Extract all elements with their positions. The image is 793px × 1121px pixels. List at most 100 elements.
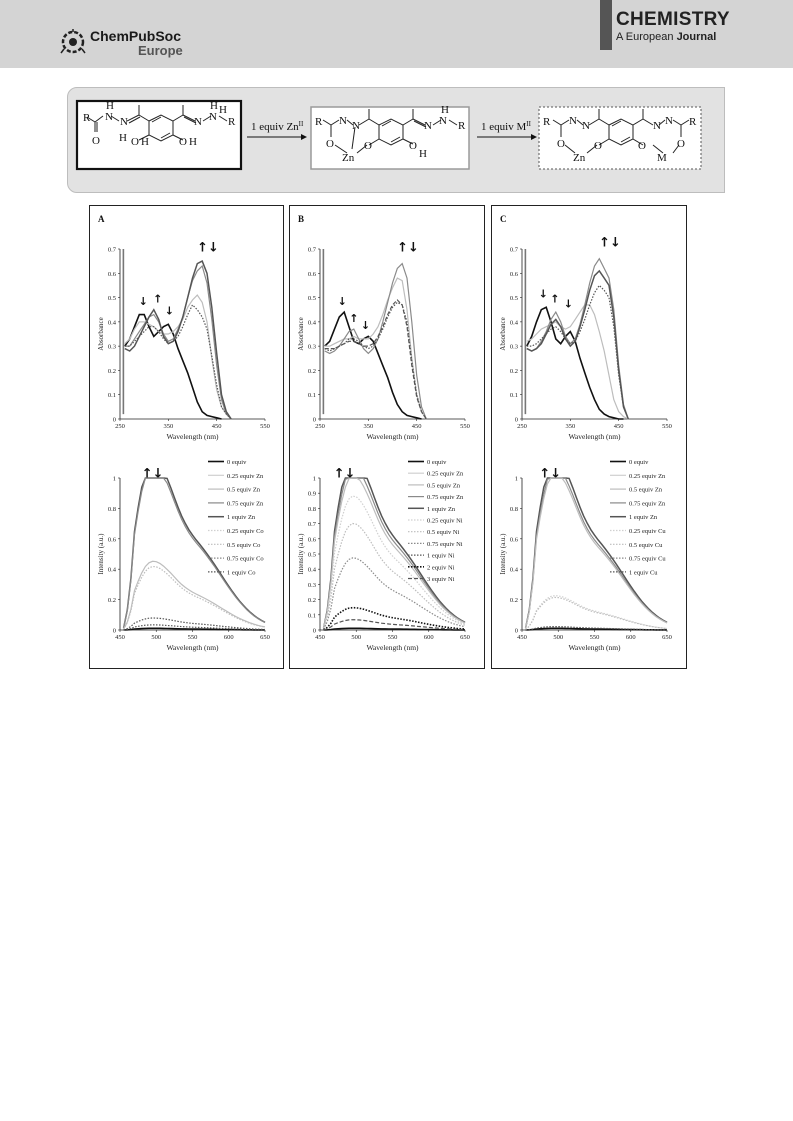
panel-c-emission-y-tick-label: 0.2: [510, 597, 518, 604]
panel-a-emission-x-tick-label: 600: [224, 634, 234, 641]
panel-b-emission-y-tick-label: 0.3: [308, 582, 316, 589]
panel-c-legend: 0 equiv 0.25 equiv Zn 0.5 equiv Zn 0.75 equ…: [610, 459, 666, 576]
panel-c-absorbance-x-tick-label: 550: [662, 423, 672, 430]
panel-c-emission-y-tick-label: 0.4: [510, 567, 519, 574]
panel-b-emission-y-tick-label: 0.5: [308, 552, 316, 559]
publisher-region: Europe: [138, 43, 183, 58]
svg-text:H: H: [189, 136, 197, 148]
panel-c-emission-plot: 0 0.2 0.4 0.6 0.8 1 450 500 550 600 650 Wavelength …: [499, 466, 672, 652]
bimetallic-complex-structure: [552, 109, 690, 154]
svg-text:H: H: [441, 104, 449, 116]
svg-text:N: N: [582, 120, 590, 132]
svg-text:N: N: [120, 116, 128, 128]
panel-b-absorbance-plot: 0 0.1 0.2 0.3 0.4 0.5 0.6 0.7 250 350 450 550 Wavele…: [297, 240, 470, 441]
panel-c-label: C: [500, 214, 507, 224]
panel-a-emission-y-tick-label: 0.6: [108, 536, 117, 543]
panel-c-absorbance-x-tick-label: 350: [565, 423, 575, 430]
panel-a-emission-series-line: [123, 560, 266, 630]
panel-b-emission-series-line: [323, 619, 466, 631]
panel-a-label: A: [98, 214, 105, 224]
panel-b-arrow-annotation: ↓: [361, 319, 370, 332]
panel-a-absorbance-x-axis-label: Wavelength (nm): [166, 432, 219, 441]
panel-a-emission-series-line: [123, 627, 265, 631]
panel-b-legend-entry: 1 equiv Zn: [427, 506, 456, 513]
svg-text:N: N: [424, 120, 432, 132]
panel-b-emission-x-axis-label: Wavelength (nm): [366, 643, 419, 652]
panel-b-absorbance-y-tick-label: 0.7: [308, 247, 317, 254]
panel-c-legend-entry: 0.75 equiv Zn: [629, 500, 666, 507]
chart-panel-b-svg: B 0 0.1 0.2 0.3 0.4 0.5 0.6 0.7 250 350 450 550 Wavel…: [297, 214, 470, 652]
panel-b-absorbance-series-line: [324, 262, 427, 420]
panel-a-emission-x-tick-label: 550: [188, 634, 198, 641]
panel-b-legend: 0 equiv 0.25 equiv Zn 0.5 equiv Zn 0.75 equ…: [408, 459, 464, 583]
bimetallic-complex-atoms: R O N N Zn O O N N M O R: [543, 115, 697, 164]
panel-c-arrow-annotation: ↑↓: [599, 236, 621, 251]
panel-a-absorbance-x-tick-label: 450: [212, 423, 222, 430]
panel-b-emission-y-tick-label: 0.1: [308, 612, 316, 619]
panel-a-absorbance-plot: 0 0.1 0.2 0.3 0.4 0.5 0.6 0.7 250 350 450 550 Wavele…: [97, 240, 270, 441]
panel-a-legend-entry: 0.25 equiv Co: [227, 528, 264, 535]
svg-text:H: H: [119, 132, 127, 144]
svg-text:O: O: [594, 140, 602, 152]
svg-text:N: N: [569, 115, 577, 127]
header-band: [0, 0, 793, 68]
panel-a-absorbance-y-tick-label: 0.2: [108, 368, 116, 375]
panel-b-absorbance-y-tick-label: 0.1: [308, 392, 316, 399]
svg-text:N: N: [105, 111, 113, 123]
arrow-2-label: 1 equiv MII: [481, 120, 532, 133]
panel-a-absorbance-y-tick-label: 0.6: [108, 271, 117, 278]
panel-b-emission-series-line: [323, 477, 466, 629]
panel-b-emission-y-tick-label: 1: [313, 476, 316, 483]
panel-c-absorbance-y-tick-label: 0.7: [510, 247, 519, 254]
chart-panel-c: C 0 0.1 0.2 0.3 0.4 0.5 0.6 0.7 250 350 450 550 Wavel…: [491, 205, 687, 669]
panel-b-legend-entry: 3 equiv Ni: [427, 576, 455, 583]
panel-b-emission-y-tick-label: 0.6: [308, 536, 317, 543]
svg-text:R: R: [543, 116, 551, 128]
panel-c-emission-x-tick-label: 450: [517, 634, 527, 641]
panel-c-absorbance-x-tick-label: 250: [517, 423, 527, 430]
panel-c-legend-entry: 0 equiv: [629, 459, 649, 466]
chart-panel-a-svg: A 0 0.1 0.2 0.3 0.4 0.5 0.6 0.7 250 350 450 550 Wavel…: [97, 214, 270, 652]
svg-text:N: N: [194, 116, 202, 128]
panel-a-absorbance-x-tick-label: 250: [115, 423, 125, 430]
panel-c-emission-series-line: [525, 595, 668, 631]
zinc-complex-structure: [322, 109, 458, 154]
panel-a-emission-plot: 0 0.2 0.4 0.6 0.8 1 450 500 550 600 650 Wavelength …: [97, 466, 270, 652]
panel-a-emission-x-tick-label: 650: [260, 634, 270, 641]
panel-a-absorbance-series-line: [124, 264, 232, 420]
panel-c-absorbance-y-tick-label: 0.4: [510, 319, 519, 326]
panel-b-emission-y-tick-label: 0.8: [308, 506, 316, 513]
chempubsoc-star-icon: [60, 29, 86, 54]
panel-b-absorbance-y-tick-label: 0.5: [308, 295, 316, 302]
panel-c-absorbance-y-tick-label: 0.3: [510, 344, 518, 351]
panel-c-legend-entry: 1 equiv Cu: [629, 569, 658, 576]
panel-b-legend-entry: 0 equiv: [427, 459, 447, 466]
panel-b-absorbance-series-line: [324, 301, 427, 420]
panel-a-legend-entry: 0.5 equiv Zn: [227, 487, 261, 494]
panel-a-absorbance-y-axis-label: Absorbance: [97, 317, 105, 350]
panel-a-emission-y-tick-label: 0.4: [108, 567, 117, 574]
journal-title: CHEMISTRY: [616, 9, 730, 30]
panel-b-emission-x-tick-label: 600: [424, 634, 434, 641]
panel-c-absorbance-series-line: [526, 269, 629, 420]
panel-a-arrow-annotation: ↓: [139, 295, 148, 308]
svg-text:R: R: [689, 116, 697, 128]
svg-text:H: H: [141, 136, 149, 148]
panel-b-emission-plot: 0 0.1 0.2 0.3 0.4 0.5 0.6 0.7 0.8 0.9 1 450 500 550 60…: [297, 466, 470, 652]
panel-b-absorbance-y-tick-label: 0.3: [308, 344, 316, 351]
svg-text:R: R: [228, 116, 236, 128]
panel-a-legend-entry: 0 equiv: [227, 459, 247, 466]
panel-a-arrow-annotation: ↑↓: [197, 240, 219, 255]
panel-a-legend-entry: 1 equiv Zn: [227, 514, 256, 521]
journal-bar: [600, 0, 612, 50]
panel-c-absorbance-y-tick-label: 0.2: [510, 368, 518, 375]
zinc-complex-atoms: R O N N Zn O O H N N H R: [315, 104, 466, 164]
panel-c-legend-entry: 0.5 equiv Cu: [629, 542, 663, 549]
panel-a-absorbance-series-line: [124, 313, 222, 420]
panel-b-emission-y-axis-label: Intensity (a.u.): [297, 533, 305, 575]
panel-b-legend-entry: 0.75 equiv Zn: [427, 494, 464, 501]
panel-b-legend-entry: 0.25 equiv Ni: [427, 518, 463, 525]
panel-a-absorbance-x-tick-label: 550: [260, 423, 270, 430]
svg-text:O: O: [92, 135, 100, 147]
panel-a-emission-x-tick-label: 450: [115, 634, 125, 641]
